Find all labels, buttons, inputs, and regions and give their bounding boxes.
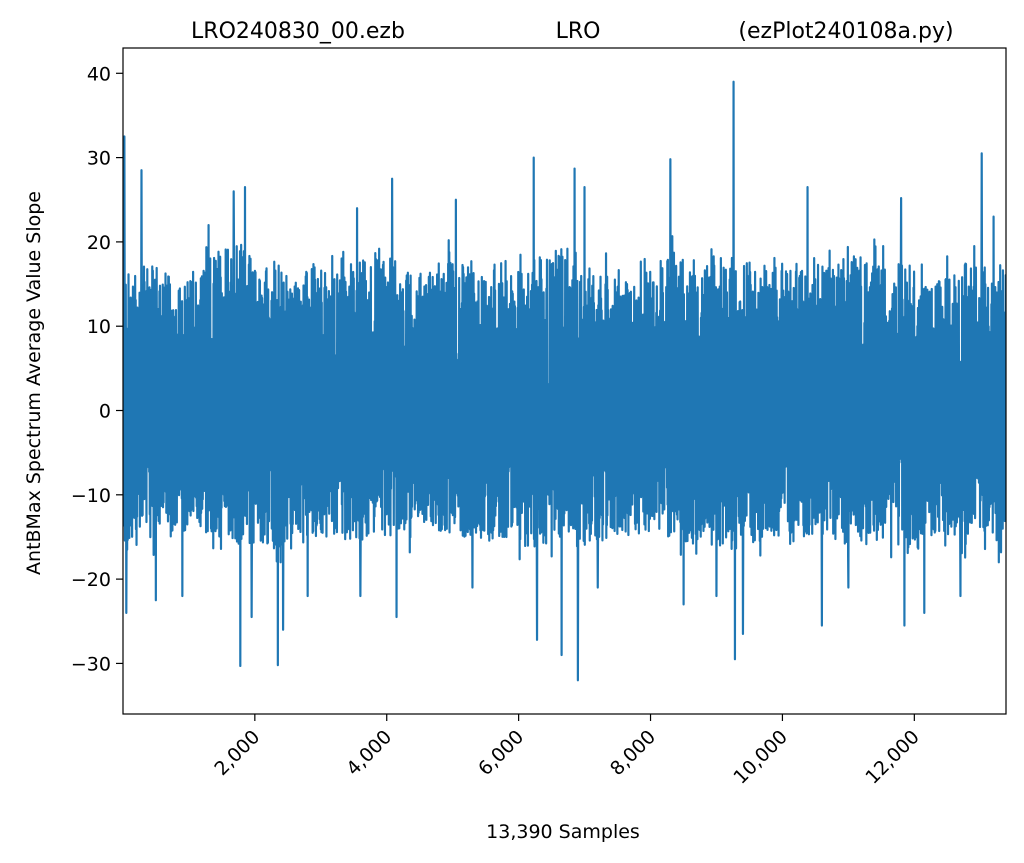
y-tick-label: 30 xyxy=(87,148,111,170)
title-left: LRO240830_00.ezb xyxy=(191,19,405,44)
y-tick-label: 40 xyxy=(87,63,111,85)
y-tick-label: 20 xyxy=(87,232,111,254)
series-layer xyxy=(123,80,1006,682)
y-tick-label: 10 xyxy=(87,316,111,338)
series-line xyxy=(123,80,1006,682)
plot-frame xyxy=(122,47,1007,715)
y-axis-label: AntBMax Spectrum Average Value Slope xyxy=(23,191,45,575)
y-axis: −30 −20 −10 0 10 20 30 40 xyxy=(71,63,123,675)
y-tick-label: 0 xyxy=(99,401,111,423)
y-tick-label: −30 xyxy=(71,653,111,675)
y-tick-label: −10 xyxy=(71,485,111,507)
y-tick-label: −20 xyxy=(71,569,111,591)
title-right: (ezPlot240108a.py) xyxy=(738,19,953,44)
title-center: LRO xyxy=(556,19,601,44)
x-axis-label: 13,390 Samples xyxy=(486,821,640,843)
